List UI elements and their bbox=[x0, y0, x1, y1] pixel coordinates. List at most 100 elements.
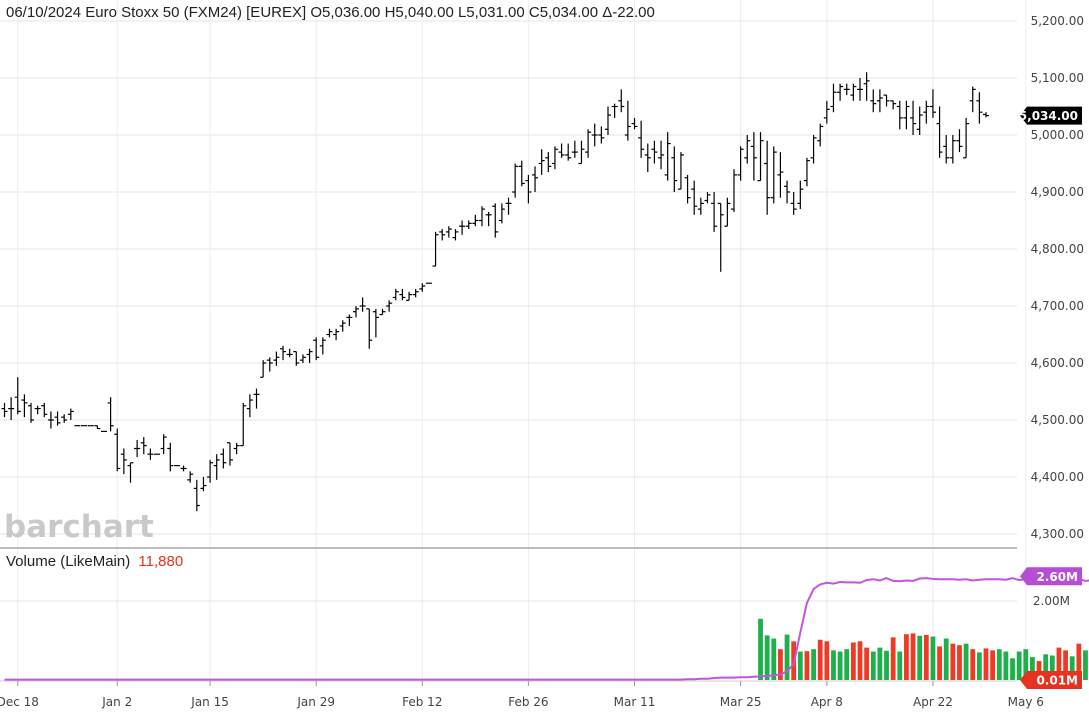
ohlc-bar bbox=[392, 288, 399, 301]
ohlc-bar bbox=[160, 434, 167, 455]
ohlc-bar bbox=[34, 405, 41, 415]
volume-header: Volume (LikeMain) 11,880 bbox=[6, 553, 183, 570]
ohlc-bar bbox=[319, 337, 326, 355]
barchart-watermark: barchart bbox=[4, 509, 154, 545]
instrument-name: Euro Stoxx 50 (FXM24) [EUREX] bbox=[85, 4, 307, 21]
ohlc-bar bbox=[505, 197, 512, 215]
ohlc-bar bbox=[1, 402, 8, 418]
volume-bar bbox=[1036, 661, 1042, 680]
volume-bar bbox=[864, 647, 870, 680]
ohlc-bar bbox=[963, 117, 970, 159]
volume-bar bbox=[937, 646, 942, 680]
ohlc-bar bbox=[512, 163, 519, 198]
ohlc-bar bbox=[644, 143, 651, 173]
volume-bar bbox=[1049, 655, 1055, 680]
ohlc-bar bbox=[339, 320, 346, 332]
ohlc-bar bbox=[472, 214, 479, 227]
volume-bar bbox=[1043, 654, 1049, 680]
ohlc-bar bbox=[114, 428, 121, 472]
volume-bar bbox=[890, 637, 896, 680]
ohlc-bar bbox=[684, 174, 691, 204]
date-tick-label: Mar 11 bbox=[614, 695, 656, 709]
ohlc-bar bbox=[226, 442, 233, 466]
ohlc-bar bbox=[61, 414, 68, 423]
ohlc-bar bbox=[532, 166, 539, 192]
date-tick-label: Jan 29 bbox=[296, 695, 335, 709]
ohlc-bar bbox=[379, 308, 386, 316]
volume-bar bbox=[904, 634, 909, 680]
volume-bar bbox=[1063, 650, 1068, 680]
ohlc-bar bbox=[664, 132, 671, 181]
price-tick-label: 5,200.00 bbox=[1031, 14, 1084, 28]
volume-bar bbox=[1010, 658, 1015, 680]
ohlc-bar bbox=[406, 291, 413, 301]
ohlc-bar bbox=[571, 140, 578, 158]
close-value: C5,034.00 bbox=[528, 4, 599, 21]
volume-bar bbox=[844, 649, 850, 680]
last-volume-tag-label: 0.01M bbox=[1036, 674, 1078, 688]
ohlc-bar bbox=[452, 229, 459, 241]
ohlc-bar bbox=[890, 100, 897, 110]
volume-bar bbox=[1003, 651, 1009, 680]
date-tick-label: Mar 25 bbox=[720, 695, 762, 709]
high-value: H5,040.00 bbox=[384, 4, 454, 21]
ohlc-bar bbox=[863, 72, 870, 101]
price-tick-label: 5,100.00 bbox=[1031, 71, 1084, 85]
volume-bar bbox=[1076, 643, 1082, 680]
volume-average-tag-label: 2.60M bbox=[1036, 570, 1078, 584]
volume-bar bbox=[837, 651, 843, 680]
volume-bar bbox=[943, 638, 949, 680]
ohlc-bar bbox=[465, 220, 472, 230]
date-tick-label: Feb 12 bbox=[402, 695, 442, 709]
volume-bar bbox=[1083, 650, 1088, 680]
ohlc-bar bbox=[611, 103, 618, 118]
volume-bar bbox=[824, 641, 830, 680]
ohlc-bars bbox=[1, 72, 989, 512]
date-tick-label: Feb 26 bbox=[508, 695, 548, 709]
date-tick-label: Dec 18 bbox=[0, 695, 39, 709]
volume-bar bbox=[797, 651, 803, 680]
ohlc-bar bbox=[167, 442, 174, 472]
ohlc-bar bbox=[538, 149, 545, 175]
ohlc-bar bbox=[870, 89, 877, 113]
ohlc-bar bbox=[246, 394, 253, 418]
ohlc-bar bbox=[737, 146, 744, 181]
ohlc-bar bbox=[352, 306, 359, 318]
ohlc-bar bbox=[578, 140, 585, 165]
volume-average-tag-shape bbox=[1020, 567, 1082, 586]
volume-bar bbox=[1016, 651, 1022, 680]
price-tick-label: 4,400.00 bbox=[1031, 470, 1084, 484]
ohlc-bar bbox=[120, 448, 127, 475]
ohlc-bar bbox=[346, 314, 353, 326]
ohlc-bar bbox=[949, 135, 956, 164]
ohlc-bar bbox=[147, 448, 154, 460]
ohlc-bar bbox=[757, 132, 764, 182]
ohlc-bar bbox=[585, 129, 592, 158]
price-tick-label: 5,000.00 bbox=[1031, 128, 1084, 142]
ohlc-bar bbox=[306, 348, 313, 363]
last-price-tag-shape bbox=[1020, 106, 1082, 125]
volume-bar bbox=[970, 649, 976, 680]
ohlc-bar bbox=[253, 388, 260, 409]
ohlc-bar bbox=[976, 92, 983, 124]
ohlc-bar bbox=[41, 402, 48, 418]
price-tick-label: 4,300.00 bbox=[1031, 527, 1084, 541]
volume-tick-label: 2.00M bbox=[1033, 594, 1070, 608]
ohlc-bar bbox=[207, 459, 214, 483]
volume-bar bbox=[831, 650, 836, 680]
volume-bar bbox=[963, 643, 969, 680]
volume-bar bbox=[930, 636, 936, 680]
volume-bar bbox=[884, 650, 889, 680]
ohlc-bar bbox=[386, 300, 393, 312]
ohlc-bar bbox=[54, 411, 61, 426]
volume-bar bbox=[957, 645, 962, 680]
ohlc-bar bbox=[67, 408, 74, 420]
ohlc-bar bbox=[923, 100, 930, 124]
ohlc-bar bbox=[372, 308, 379, 338]
price-tick-label: 4,700.00 bbox=[1031, 299, 1084, 313]
ohlc-bar bbox=[545, 152, 552, 173]
date-tick-label: Apr 22 bbox=[913, 695, 953, 709]
ohlc-bar bbox=[810, 135, 817, 164]
volume-bar bbox=[923, 634, 929, 680]
